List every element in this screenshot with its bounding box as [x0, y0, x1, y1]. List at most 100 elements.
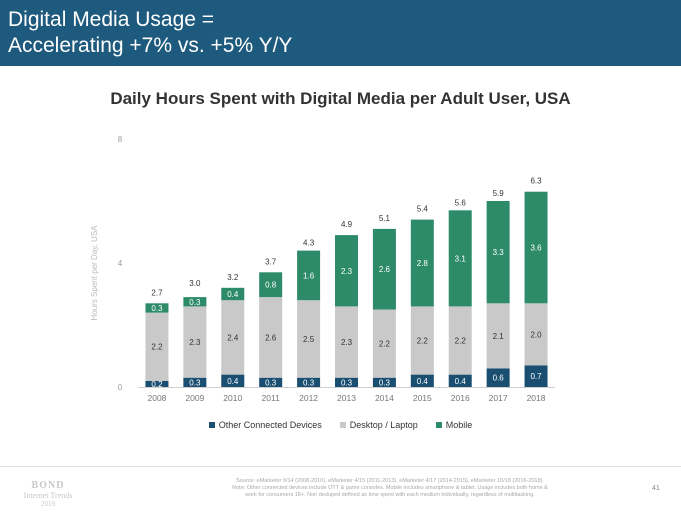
x-tick-label: 2015 — [413, 393, 432, 403]
bar-segment — [183, 297, 207, 307]
x-tick-label: 2009 — [185, 393, 204, 403]
bar-segment — [486, 201, 510, 304]
data-label: 2.3 — [341, 338, 353, 347]
source-line-3: work for consumers 18+. Non deduped defi… — [245, 492, 535, 498]
data-label: 0.3 — [341, 378, 353, 387]
x-tick-label: 2011 — [262, 393, 281, 403]
legend-label-other-devices: Other Connected Devices — [218, 420, 322, 430]
bar-segment — [183, 377, 207, 387]
x-tick-label: 2016 — [451, 393, 470, 403]
bar-segment — [486, 368, 510, 387]
data-label: 0.4 — [227, 377, 239, 386]
bar-segment — [259, 297, 283, 378]
data-label: 2.4 — [227, 333, 239, 342]
source-note: Source: eMarketer 9/14 (2008-2010), eMar… — [190, 478, 590, 499]
x-tick-label: 2012 — [299, 393, 318, 403]
total-label: 4.9 — [341, 220, 353, 229]
bar-segment — [524, 365, 548, 387]
data-label: 0.6 — [493, 374, 505, 383]
data-label: 2.2 — [379, 340, 391, 349]
x-tick-label: 2013 — [337, 393, 356, 403]
data-label: 2.6 — [379, 265, 391, 274]
data-label: 2.1 — [493, 332, 505, 341]
bar-segment — [221, 300, 245, 375]
bar-segment — [297, 300, 321, 378]
total-label: 3.2 — [227, 273, 239, 282]
data-label: 0.4 — [417, 377, 429, 386]
data-label: 0.3 — [303, 378, 315, 387]
data-label: 0.3 — [189, 378, 201, 387]
total-label: 2.7 — [151, 288, 163, 297]
bond-logo: BOND Internet Trends 2019 — [18, 480, 78, 508]
bar-segment — [448, 306, 472, 375]
bar-segment — [448, 374, 472, 387]
data-label: 2.6 — [265, 333, 277, 342]
bar-segment — [410, 374, 434, 387]
bar-segment — [486, 303, 510, 369]
slide-header: Digital Media Usage = Accelerating +7% v… — [0, 0, 681, 66]
x-tick-label: 2008 — [147, 393, 166, 403]
data-label: 2.5 — [303, 335, 315, 344]
legend-item-mobile: Mobile — [435, 420, 472, 430]
x-tick-label: 2018 — [527, 393, 546, 403]
y-tick-label: 0 — [118, 383, 123, 392]
logo-year: 2019 — [41, 500, 55, 508]
data-label: 0.3 — [265, 378, 277, 387]
bar-segment — [524, 303, 548, 366]
legend-item-desktop-laptop: Desktop / Laptop — [339, 420, 418, 430]
slide-title-line2: Accelerating +7% vs. +5% Y/Y — [8, 34, 293, 57]
legend-swatch-other-devices — [208, 422, 215, 428]
data-label: 0.8 — [265, 281, 277, 290]
bar-segment — [145, 303, 169, 313]
data-label: 2.2 — [455, 337, 467, 346]
chart-title: Daily Hours Spent with Digital Media per… — [110, 89, 571, 108]
bar-segment — [372, 309, 396, 378]
data-label: 0.3 — [189, 298, 201, 307]
bar-segment — [410, 306, 434, 375]
chart-legend: Other Connected Devices Desktop / Laptop… — [0, 420, 681, 430]
bar-segment — [410, 219, 434, 307]
bar-segment — [183, 306, 207, 378]
bar-segment — [335, 306, 358, 378]
data-label: 2.8 — [417, 259, 429, 268]
data-label: 0.4 — [455, 377, 467, 386]
data-label: 0.2 — [151, 380, 163, 389]
page-number: 41 — [652, 485, 660, 492]
total-label: 5.4 — [417, 205, 429, 214]
bar-segment — [335, 235, 358, 307]
total-label: 5.6 — [455, 198, 467, 207]
bar-segment — [221, 287, 245, 301]
logo-brand: BOND — [31, 480, 65, 491]
bar-segment — [145, 380, 169, 387]
y-tick-label: 4 — [118, 259, 123, 268]
total-label: 4.3 — [303, 239, 315, 248]
bar-segment — [145, 312, 169, 381]
bar-segment — [259, 377, 283, 387]
x-tick-label: 2010 — [223, 393, 242, 403]
legend-swatch-desktop-laptop — [339, 422, 346, 428]
bar-segment — [259, 272, 283, 298]
total-label: 5.9 — [493, 189, 505, 198]
bar-segment — [335, 377, 358, 387]
data-label: 2.2 — [417, 337, 429, 346]
bar-segment — [221, 374, 245, 387]
data-label: 0.7 — [530, 372, 542, 381]
data-label: 3.6 — [530, 244, 542, 253]
data-label: 0.4 — [227, 290, 239, 299]
source-line-1: Source: eMarketer 9/14 (2008-2010), eMar… — [236, 478, 544, 484]
total-label: 5.1 — [379, 214, 391, 223]
x-tick-label: 2014 — [375, 393, 394, 403]
footer-divider — [0, 466, 681, 467]
source-line-2: Note: Other connected devices include OT… — [232, 485, 548, 491]
data-label: 2.3 — [189, 338, 201, 347]
bar-segment — [297, 250, 321, 301]
bar-segment — [372, 228, 396, 310]
bar-segment — [524, 191, 548, 304]
data-label: 3.1 — [455, 254, 467, 263]
data-label: 0.3 — [151, 304, 163, 313]
legend-item-other-devices: Other Connected Devices — [208, 420, 322, 430]
total-label: 3.7 — [265, 257, 277, 266]
data-label: 2.3 — [341, 267, 353, 276]
data-label: 0.3 — [379, 378, 391, 387]
